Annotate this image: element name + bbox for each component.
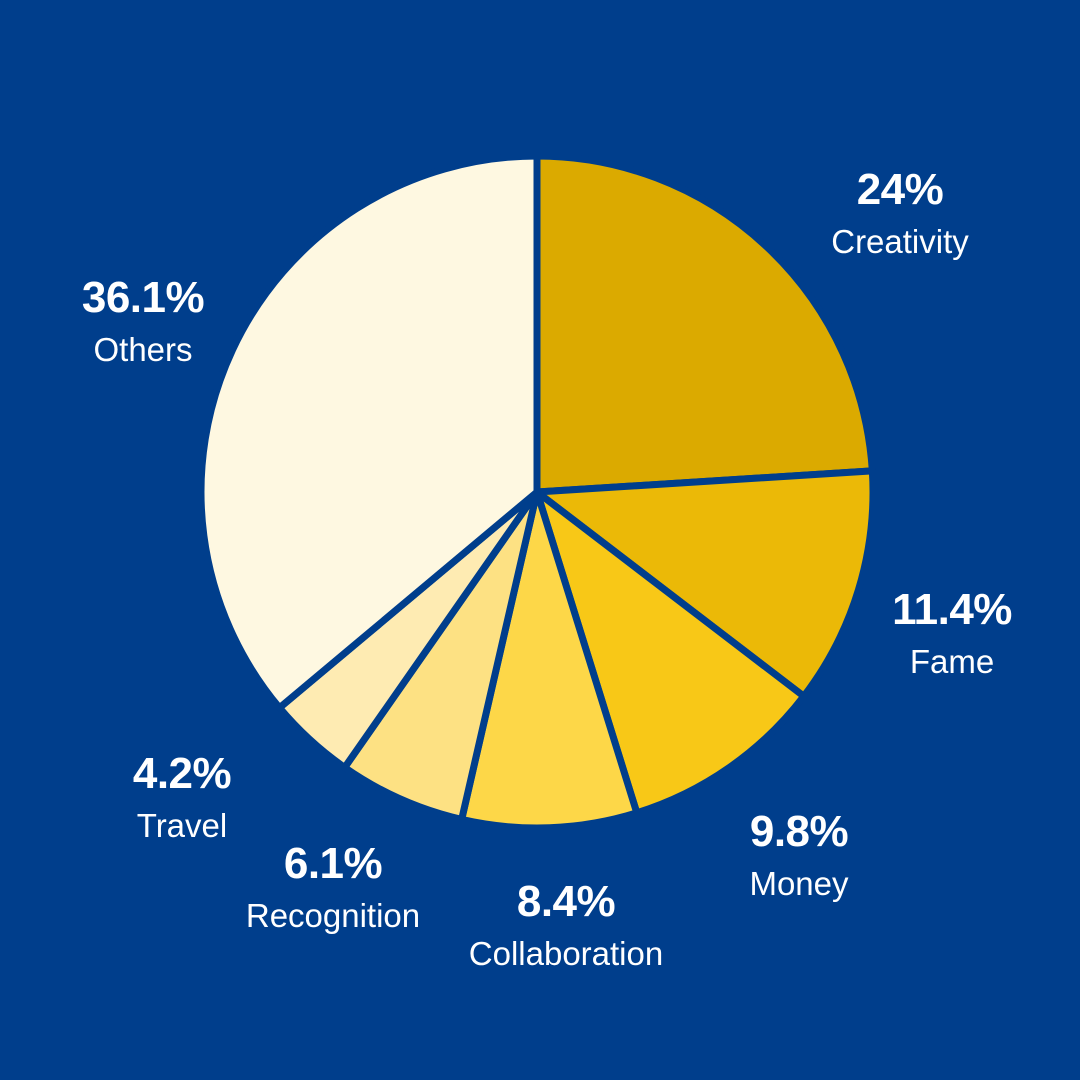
pie-slice-fame bbox=[533, 467, 877, 700]
value-label-travel: 4.2% bbox=[132, 749, 232, 798]
value-label-fame: 11.4% bbox=[892, 585, 1012, 634]
label-fame: 11.4% Fame bbox=[892, 585, 1012, 680]
pie-slice-others bbox=[197, 152, 541, 712]
label-creativity: 24% Creativity bbox=[831, 165, 969, 260]
category-label-travel: Travel bbox=[136, 807, 228, 844]
value-label-money: 9.8% bbox=[749, 807, 849, 856]
value-label-collaboration: 8.4% bbox=[516, 877, 616, 926]
label-money: 9.8% Money bbox=[749, 807, 849, 902]
category-label-others: Others bbox=[93, 331, 193, 368]
category-label-recognition: Recognition bbox=[245, 897, 421, 934]
category-label-creativity: Creativity bbox=[831, 223, 969, 260]
category-label-collaboration: Collaboration bbox=[468, 935, 664, 972]
pie-slice-money bbox=[533, 488, 808, 817]
category-label-money: Money bbox=[749, 865, 849, 902]
label-recognition: 6.1% Recognition bbox=[245, 839, 421, 934]
value-label-recognition: 6.1% bbox=[283, 839, 383, 888]
pie-slice-creativity bbox=[533, 152, 876, 496]
label-collaboration: 8.4% Collaboration bbox=[468, 877, 664, 972]
pie-slice-collaboration bbox=[458, 488, 641, 832]
label-travel: 4.2% Travel bbox=[132, 749, 232, 844]
value-label-creativity: 24% bbox=[856, 165, 944, 214]
label-others: 36.1% Others bbox=[81, 273, 205, 368]
category-label-fame: Fame bbox=[909, 643, 995, 680]
value-label-others: 36.1% bbox=[81, 273, 205, 322]
